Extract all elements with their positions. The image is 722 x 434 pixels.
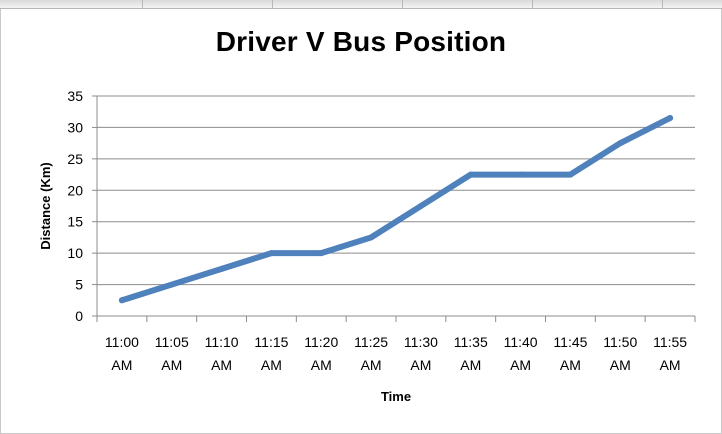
x-tick-label-suffix: AM [211,357,232,373]
x-tick-label: 11:30 [404,334,438,350]
y-tick-label: 15 [67,214,83,230]
data-point [118,297,125,304]
x-tick-label-suffix: AM [161,357,182,373]
y-axis-title: Distance (Km) [38,162,53,249]
x-tick-label-suffix: AM [560,357,581,373]
y-tick-label: 5 [75,277,83,293]
y-tick-label: 10 [67,245,83,261]
spreadsheet-row-strip [0,0,722,9]
data-point [667,115,674,121]
x-tick-label-suffix: AM [610,357,631,373]
chart-title: Driver V Bus Position [215,26,507,57]
series-layer [118,115,674,304]
data-point [517,171,524,178]
x-axis-title: Time [381,389,411,404]
cell-separator [662,0,663,8]
y-tick-labels: 0 5 10 15 20 25 30 35 [67,88,83,324]
x-tick-label: 11:05 [155,334,189,350]
cell-separator [532,0,533,8]
x-tick-label: 11:35 [454,334,488,350]
data-point [168,281,175,288]
x-tick-label-suffix: AM [361,357,382,373]
data-point [417,203,424,209]
x-tick-label: 11:55 [653,334,687,350]
x-tick-label: 11:20 [304,334,338,350]
data-point [318,250,325,257]
x-tick-label-suffix: AM [261,357,282,373]
x-tick-label-suffix: AM [460,357,481,373]
data-point [567,171,574,178]
data-point [218,265,225,272]
x-tick-label: 11:50 [603,334,637,350]
axes [92,95,696,322]
x-tick-label-suffix: AM [510,357,531,373]
x-tick-label-suffix: AM [311,357,332,373]
x-tick-label: 11:40 [504,334,538,350]
x-tick-label-suffix: AM [660,357,681,373]
cell-separator [402,0,403,8]
y-tick-label: 30 [67,119,83,135]
data-point [617,140,624,147]
y-tick-label: 35 [67,88,83,104]
x-tick-label: 11:00 [105,334,139,350]
cell-separator [272,0,273,8]
x-tick-label: 11:15 [254,334,288,350]
x-tick-label: 11:45 [553,334,587,350]
x-tick-label: 11:10 [205,334,239,350]
x-tick-label-suffix: AM [410,357,431,373]
y-tick-label: 25 [67,151,83,167]
data-point [368,234,375,241]
data-point [268,250,275,257]
x-tick-labels: 11:00 AM 11:05 AM 11:10 AM 11:15 AM 11:20 AM 11:25… [105,334,687,373]
x-tick-label-suffix: AM [111,357,132,373]
x-tick-label: 11:25 [354,334,388,350]
gridlines [97,95,695,286]
y-tick-label: 0 [75,308,83,324]
cell-separator [142,0,143,8]
series-line [118,115,674,304]
data-point [467,171,474,178]
y-tick-label: 20 [67,182,83,198]
